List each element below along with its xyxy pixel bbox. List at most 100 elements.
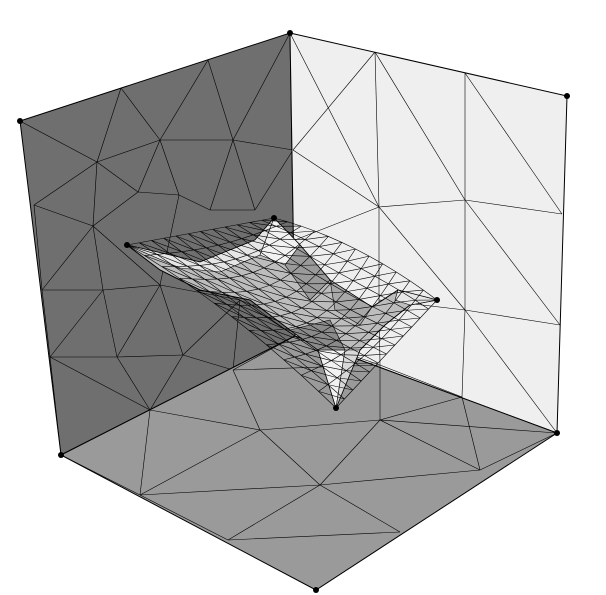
mesh-edge bbox=[352, 280, 368, 289]
mesh-edge bbox=[394, 335, 404, 346]
mesh-edge bbox=[274, 261, 291, 274]
mesh-edge bbox=[277, 343, 306, 355]
mesh-edge bbox=[151, 240, 170, 254]
mesh-edge bbox=[283, 356, 295, 361]
mesh-edge bbox=[280, 312, 292, 317]
mesh-edge bbox=[331, 360, 356, 364]
mesh-edge bbox=[311, 336, 337, 341]
mesh-edge bbox=[388, 283, 403, 293]
mesh-edge bbox=[390, 326, 412, 330]
mesh-edge bbox=[355, 322, 378, 327]
mesh-edge bbox=[350, 347, 365, 356]
mesh-edge bbox=[301, 370, 312, 376]
mesh-edge bbox=[295, 246, 320, 249]
mesh-edge bbox=[268, 317, 297, 327]
mesh-edge bbox=[217, 278, 235, 293]
mesh-edge bbox=[213, 302, 245, 318]
mesh-edge bbox=[335, 291, 346, 303]
mesh-edge bbox=[169, 252, 188, 267]
mesh-edge bbox=[246, 254, 265, 269]
mesh-edge bbox=[285, 296, 303, 309]
marker-point bbox=[271, 215, 277, 221]
mesh-edge bbox=[300, 265, 316, 276]
mesh-edge bbox=[326, 345, 351, 349]
mesh-edge bbox=[300, 375, 319, 392]
mesh-edge bbox=[309, 253, 334, 257]
mesh-edge bbox=[290, 232, 306, 240]
mesh-edge bbox=[256, 317, 285, 330]
mesh-edge bbox=[345, 325, 356, 334]
mesh-edge bbox=[415, 289, 424, 301]
mesh-edge bbox=[199, 265, 230, 279]
mesh-edge bbox=[352, 268, 362, 281]
mesh-edge bbox=[295, 326, 312, 337]
mesh-edge bbox=[341, 309, 351, 319]
mesh-edge bbox=[200, 231, 219, 246]
mesh-edge bbox=[217, 244, 236, 260]
mesh-edge bbox=[199, 263, 212, 266]
mesh-edge bbox=[291, 312, 307, 324]
mesh-edge bbox=[327, 377, 338, 385]
mesh-edge bbox=[336, 370, 347, 378]
mesh-edge bbox=[253, 230, 265, 236]
mesh-edge bbox=[191, 278, 223, 293]
mesh-edge bbox=[151, 237, 164, 241]
mesh-edge bbox=[258, 284, 270, 290]
mesh-edge bbox=[234, 292, 264, 305]
mesh-edge bbox=[336, 340, 351, 349]
mesh-edge bbox=[144, 255, 175, 267]
mesh-edge bbox=[295, 322, 307, 327]
mesh-edge bbox=[385, 302, 395, 314]
mesh-edge bbox=[315, 350, 332, 361]
mesh-edge bbox=[321, 291, 345, 294]
mesh-edge bbox=[346, 363, 356, 371]
marker-point bbox=[434, 297, 440, 303]
mesh-edge bbox=[358, 288, 368, 300]
mesh-edge bbox=[235, 258, 254, 273]
mesh-edge bbox=[319, 246, 334, 255]
mesh-edge bbox=[347, 260, 362, 269]
mesh-edge bbox=[314, 230, 329, 237]
mesh-edge bbox=[368, 332, 382, 339]
mesh-edge bbox=[249, 219, 262, 223]
mesh-edge bbox=[340, 347, 351, 355]
mesh-edge bbox=[226, 304, 257, 319]
mesh-edge bbox=[316, 350, 342, 355]
mesh-edge bbox=[311, 370, 338, 379]
mesh-edge bbox=[169, 252, 200, 266]
mesh-edge bbox=[386, 344, 396, 355]
mesh-edge bbox=[229, 277, 248, 292]
mesh-edge bbox=[263, 303, 292, 314]
mesh-edge bbox=[382, 263, 397, 273]
marker-point bbox=[17, 118, 23, 124]
mesh-edge bbox=[268, 315, 281, 318]
mesh-edge bbox=[175, 235, 207, 249]
mesh-edge bbox=[346, 370, 370, 373]
mesh-edge bbox=[301, 374, 328, 385]
left-wall bbox=[19, 32, 296, 456]
mesh-edge bbox=[294, 356, 312, 371]
mesh-edge bbox=[252, 272, 281, 281]
mesh-edge bbox=[327, 384, 353, 391]
mesh-edge bbox=[324, 260, 348, 266]
mesh-edge bbox=[296, 290, 322, 294]
mesh-edge bbox=[358, 299, 373, 307]
mesh-edge bbox=[366, 287, 381, 296]
mesh-edge bbox=[260, 330, 279, 344]
mesh-edge bbox=[311, 293, 322, 302]
mesh-edge bbox=[163, 238, 182, 252]
mesh-edge bbox=[234, 292, 252, 306]
mesh-edge bbox=[380, 295, 394, 304]
mesh-edge bbox=[186, 265, 205, 280]
mesh-edge bbox=[261, 219, 277, 227]
mesh-edge bbox=[341, 316, 364, 319]
mesh-edge bbox=[330, 283, 345, 293]
mesh-edge bbox=[295, 326, 322, 333]
mesh-edge bbox=[209, 291, 240, 306]
mesh-edge bbox=[169, 251, 182, 254]
mesh-edge bbox=[251, 304, 281, 317]
mesh-edge bbox=[301, 301, 313, 309]
mesh-edge bbox=[269, 244, 286, 256]
mesh-edge bbox=[415, 299, 429, 310]
